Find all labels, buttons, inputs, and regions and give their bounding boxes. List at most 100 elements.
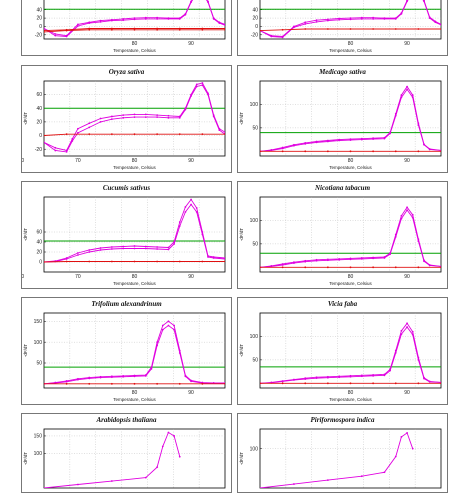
chart-panel: 40 20 0 -20 80 90 Temperature, Celsius: [21, 0, 232, 56]
sample-point: [54, 34, 57, 37]
sample-point: [349, 139, 352, 141]
negative-control-point: [110, 260, 113, 263]
sample-point: [77, 483, 79, 486]
sample-point: [400, 333, 403, 335]
x-tick-label: 90: [188, 158, 194, 164]
sample-point: [326, 18, 329, 21]
sample-point: [201, 233, 204, 236]
x-axis-label: Temperature, Celsius: [329, 281, 372, 286]
sample-point: [167, 114, 170, 117]
negative-control-point: [260, 382, 261, 385]
y-tick-label: 40: [36, 106, 42, 112]
negative-control-point: [417, 266, 420, 269]
y-tick-label: 40: [252, 7, 258, 13]
sample-point: [167, 320, 170, 323]
sample-point: [133, 247, 136, 250]
sample-point: [156, 466, 159, 469]
sample-point: [133, 17, 136, 19]
chart-title: Cucumis sativus: [102, 184, 151, 192]
x-axis-label: Temperature, Celsius: [113, 397, 156, 402]
sample-point: [338, 17, 341, 20]
sample-point: [360, 475, 363, 478]
chart-svg: 150 100 50 80 90 Temperature, Celsius -dF/dT: [23, 312, 226, 402]
sample-point: [150, 367, 153, 370]
sample-point: [190, 1, 192, 4]
sample-point: [144, 245, 147, 248]
sample-point: [65, 35, 68, 38]
sample-point: [110, 376, 113, 379]
negative-control-point: [44, 382, 45, 385]
sample-point: [389, 253, 391, 256]
y-tick-label: 0: [39, 133, 42, 139]
x-tick-label: 80: [348, 390, 354, 396]
sample-point: [406, 0, 408, 3]
x-axis-label: Temperature, Celsius: [113, 165, 156, 170]
negative-control-point: [201, 260, 204, 263]
sample-point: [156, 341, 159, 344]
chart-svg: 60 40 20 0 60 70 80 90 Temperature, Celsius -dF/d…: [22, 196, 226, 286]
sample-point: [184, 375, 187, 378]
sample-point: [338, 376, 341, 379]
y-axis-label: -dF/dT: [239, 344, 244, 358]
negative-control-point: [304, 150, 307, 153]
sample-point: [178, 455, 181, 458]
sample-point: [417, 124, 420, 126]
sample-point: [389, 369, 391, 372]
chart-panel: Nicotiana tabacum 100 50 80 90 Temperature, C…: [237, 181, 448, 289]
y-axis-label: -dF/dT: [239, 112, 244, 126]
y-tick-label: 40: [36, 240, 42, 246]
plot-area: [259, 196, 442, 273]
melt-curve-figure: 40 20 0 -20 80 90 Temperature, Celsius 40 20 0 -20…: [21, 0, 448, 493]
sample-point: [190, 198, 192, 201]
chart-svg: 40 20 0 -20 80 90 Temperature, Celsius: [35, 0, 226, 53]
sample-point: [338, 18, 341, 21]
sample-point: [184, 206, 187, 208]
sample-point: [122, 18, 125, 20]
chart-title: Vicia faba: [327, 300, 358, 308]
sample-point: [44, 487, 45, 488]
sample-point: [207, 93, 209, 96]
sample-point: [423, 260, 425, 263]
negative-control-point: [156, 27, 159, 30]
sample-point: [201, 84, 204, 86]
sample-point: [65, 258, 68, 260]
sample-point: [167, 18, 170, 20]
x-axis-label: Temperature, Celsius: [329, 165, 372, 170]
sample-point: [178, 18, 181, 20]
negative-control-point: [260, 29, 261, 32]
sample-point: [156, 18, 159, 20]
sample-point: [293, 379, 295, 381]
negative-control-point: [326, 28, 329, 30]
x-tick-label: 90: [404, 158, 410, 164]
negative-control-point: [110, 28, 113, 31]
sample-point: [372, 138, 375, 141]
y-tick-label: 20: [36, 16, 42, 22]
y-axis-label: -dF/dT: [23, 228, 28, 242]
sample-point: [394, 351, 397, 354]
sample-point: [304, 260, 307, 263]
sample-point: [400, 13, 403, 15]
negative-control-point: [304, 382, 307, 385]
negative-control-point: [394, 28, 397, 30]
sample-point: [54, 33, 57, 35]
sample-point: [293, 26, 295, 29]
sample-point: [400, 94, 403, 96]
sample-point: [440, 23, 441, 26]
chart-panel: Medicago sativa 100 50 80 90 Temperature, Cel…: [237, 65, 448, 173]
negative-control-point: [110, 133, 113, 136]
negative-control-point: [326, 266, 329, 269]
sample-point: [88, 126, 91, 129]
sample-point: [167, 248, 170, 251]
sample-point: [54, 149, 57, 152]
negative-control-point: [394, 266, 397, 269]
sample-point: [349, 18, 352, 21]
sample-point: [417, 240, 420, 242]
sample-point: [293, 262, 295, 264]
y-tick-label: 20: [36, 120, 42, 126]
negative-control-point: [156, 382, 159, 385]
y-tick-label: 150: [34, 434, 43, 440]
y-tick-label: 40: [36, 7, 42, 13]
sample-point: [411, 94, 414, 96]
sample-point: [122, 116, 125, 119]
chart-title: Nicotiana tabacum: [314, 184, 371, 192]
